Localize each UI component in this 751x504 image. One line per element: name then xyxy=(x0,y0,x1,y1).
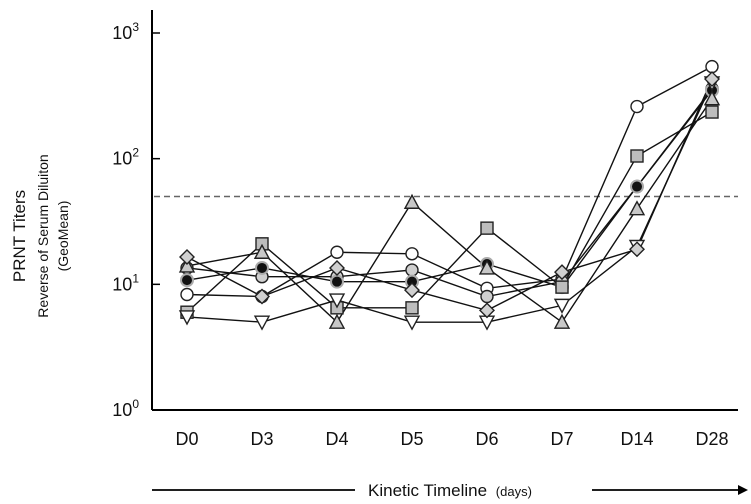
series-triangle-down xyxy=(178,76,721,331)
series-diamond xyxy=(179,71,720,319)
data-point xyxy=(329,259,345,276)
data-point xyxy=(553,298,571,314)
data-point xyxy=(403,193,421,209)
x-tick-label: D0 xyxy=(175,429,198,449)
x-axis-label-unit: (days) xyxy=(496,484,532,499)
data-point xyxy=(630,99,644,114)
data-point xyxy=(480,289,494,304)
series-lines xyxy=(186,66,713,324)
x-tick-label: D5 xyxy=(400,429,423,449)
data-point xyxy=(705,105,719,119)
x-tick-label: D7 xyxy=(550,429,573,449)
data-point xyxy=(180,273,194,288)
series-line xyxy=(186,89,713,288)
x-tick-label: D28 xyxy=(695,429,728,449)
y-tick-label: 102 xyxy=(112,146,139,169)
x-tick-label: D6 xyxy=(475,429,498,449)
data-point xyxy=(629,241,645,258)
data-point xyxy=(554,264,570,281)
y-tick-base: 10 xyxy=(112,400,132,420)
x-ticks: D0 D3 D4 D5 D6 D7 D14 D28 xyxy=(175,429,728,449)
x-axis-label-main: Kinetic Timeline xyxy=(368,481,487,500)
data-point xyxy=(704,71,720,88)
data-point xyxy=(630,149,644,163)
x-axis-label: Kinetic Timeline (days) xyxy=(368,481,532,500)
data-point xyxy=(330,274,344,289)
y-axis-sublabel: Reverse of Serum Diluiton xyxy=(35,154,51,317)
data-point xyxy=(405,263,419,277)
data-point xyxy=(178,310,196,326)
y-tick-base: 10 xyxy=(112,149,132,169)
x-tick-label: D4 xyxy=(325,429,348,449)
data-point xyxy=(403,315,421,331)
y-tick-exponent: 0 xyxy=(132,397,139,411)
data-point xyxy=(405,301,419,315)
data-point xyxy=(628,200,646,216)
data-point xyxy=(253,315,271,331)
data-point xyxy=(479,302,495,319)
timeline-arrowhead xyxy=(738,485,748,495)
data-point xyxy=(480,221,494,235)
series-line xyxy=(186,82,713,323)
y-tick-exponent: 1 xyxy=(132,271,139,285)
y-tick-base: 10 xyxy=(112,274,132,294)
data-point xyxy=(328,313,346,329)
y-tick-base: 10 xyxy=(112,23,132,43)
data-point xyxy=(255,260,269,275)
y-tick-exponent: 3 xyxy=(132,20,139,34)
y-axis-label: PRNT Titers xyxy=(10,190,29,282)
series-line xyxy=(186,66,713,298)
series-triangle-up xyxy=(178,90,721,329)
series-markers xyxy=(178,59,721,331)
data-point xyxy=(253,243,271,259)
series-line xyxy=(186,78,713,312)
data-point xyxy=(179,249,195,265)
data-point xyxy=(328,293,346,309)
data-point xyxy=(405,247,419,261)
data-point xyxy=(178,257,196,273)
y-tick-label: 103 xyxy=(112,20,139,43)
series-circle-black xyxy=(180,83,719,295)
data-point xyxy=(703,90,721,106)
data-point xyxy=(555,280,569,294)
data-point xyxy=(478,259,496,275)
y-axis-sublabel-2: (GeoMean) xyxy=(55,201,71,272)
data-point xyxy=(553,313,571,329)
y-tick-label: 100 xyxy=(112,397,139,420)
series-layer xyxy=(178,59,721,331)
series-line xyxy=(186,98,713,324)
x-tick-label: D14 xyxy=(620,429,653,449)
x-axis-title: Kinetic Timeline (days) xyxy=(152,481,748,500)
data-point xyxy=(330,245,344,259)
data-point xyxy=(630,179,644,194)
x-tick-label: D3 xyxy=(250,429,273,449)
data-point xyxy=(254,288,270,305)
y-axis-title: PRNT Titers Reverse of Serum Diluiton (G… xyxy=(10,154,71,317)
data-point xyxy=(404,282,420,299)
y-tick-label: 101 xyxy=(112,271,139,294)
series-line xyxy=(186,111,713,313)
data-point xyxy=(705,59,719,74)
data-point xyxy=(180,287,194,302)
y-tick-exponent: 2 xyxy=(132,146,139,160)
